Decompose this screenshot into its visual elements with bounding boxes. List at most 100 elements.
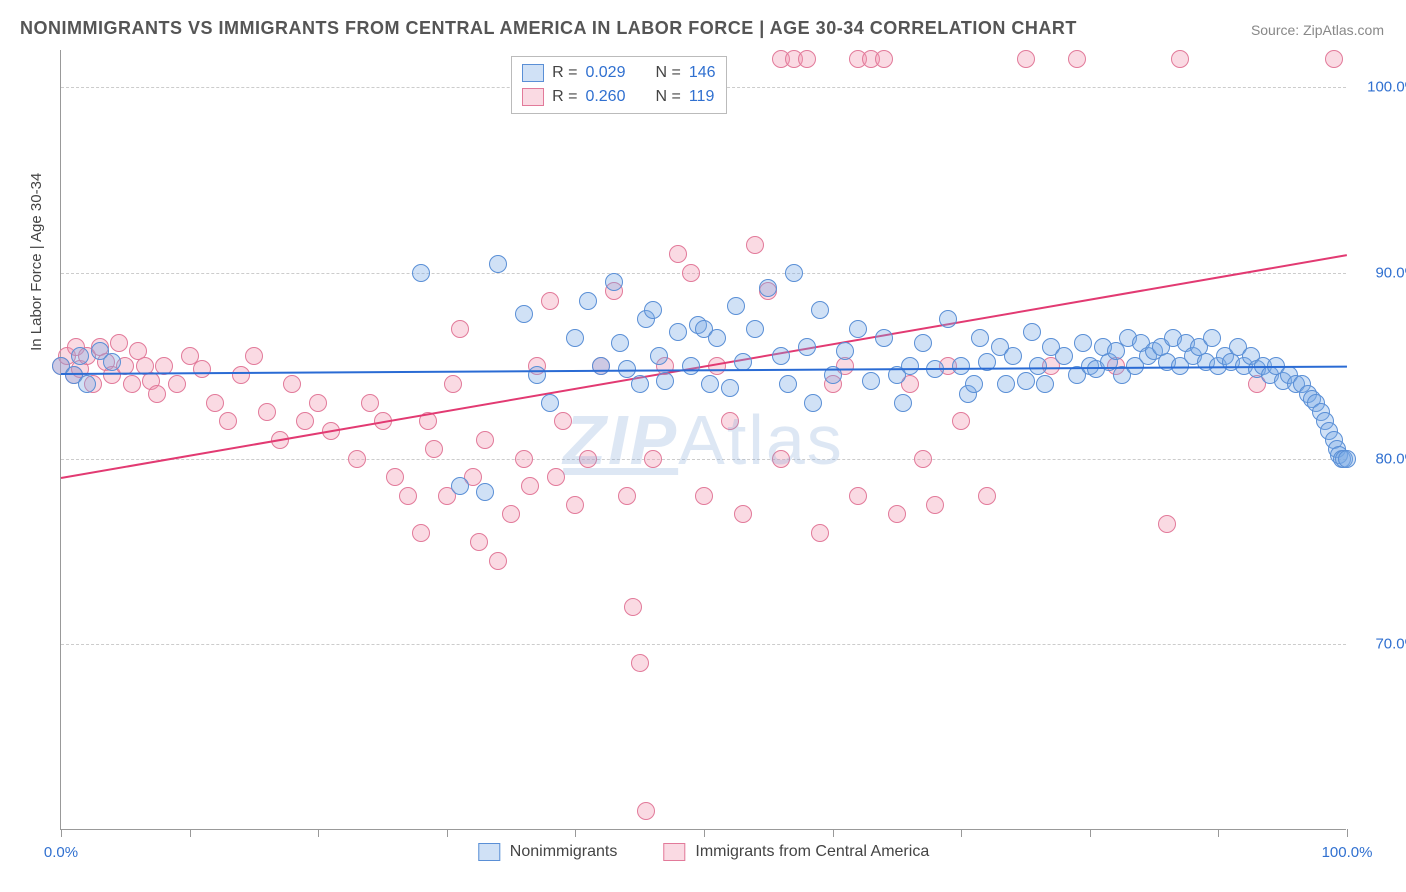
immigrants-point xyxy=(168,375,186,393)
n-label: N = xyxy=(655,88,680,106)
immigrants-point xyxy=(348,450,366,468)
immigrants-point xyxy=(554,412,572,430)
nonimmigrants-point xyxy=(631,375,649,393)
immigrants-point xyxy=(888,505,906,523)
nonimmigrants-point xyxy=(759,279,777,297)
nonimmigrants-point xyxy=(592,357,610,375)
immigrants-point xyxy=(875,50,893,68)
nonimmigrants-point xyxy=(798,338,816,356)
immigrants-point xyxy=(219,412,237,430)
immigrants-point xyxy=(470,533,488,551)
nonimmigrants-point xyxy=(412,264,430,282)
immigrants-point xyxy=(296,412,314,430)
nonimmigrants-point xyxy=(701,375,719,393)
immigrants-point xyxy=(695,487,713,505)
nonimmigrants-point xyxy=(965,375,983,393)
nonimmigrants-point xyxy=(894,394,912,412)
nonimmigrants-point xyxy=(1074,334,1092,352)
immigrants-point xyxy=(148,385,166,403)
nonimmigrants-point xyxy=(71,347,89,365)
nonimmigrants-point xyxy=(952,357,970,375)
immigrants-point xyxy=(1325,50,1343,68)
chart-title: NONIMMIGRANTS VS IMMIGRANTS FROM CENTRAL… xyxy=(20,18,1077,39)
immigrants-point xyxy=(206,394,224,412)
immigrants-point xyxy=(1158,515,1176,533)
gridline xyxy=(61,273,1346,274)
x-tick xyxy=(833,829,834,837)
x-tick xyxy=(318,829,319,837)
nonimmigrants-point xyxy=(605,273,623,291)
legend-stats: R =0.029N =146R =0.260N =119 xyxy=(511,56,726,114)
immigrants-point xyxy=(849,487,867,505)
x-tick-label: 0.0% xyxy=(44,844,78,861)
nonimmigrants-point xyxy=(611,334,629,352)
immigrants-point xyxy=(444,375,462,393)
immigrants-point xyxy=(399,487,417,505)
x-tick xyxy=(1218,829,1219,837)
nonimmigrants-point xyxy=(875,329,893,347)
immigrants-point xyxy=(425,440,443,458)
immigrants-point xyxy=(476,431,494,449)
n-value: 146 xyxy=(689,64,716,82)
nonimmigrants-point xyxy=(1029,357,1047,375)
immigrants-point xyxy=(193,360,211,378)
nonimmigrants-point xyxy=(836,342,854,360)
immigrants-point xyxy=(624,598,642,616)
immigrants-point xyxy=(245,347,263,365)
immigrants-point xyxy=(547,468,565,486)
x-tick xyxy=(1347,829,1348,837)
y-axis-label: In Labor Force | Age 30-34 xyxy=(28,173,45,351)
immigrants-swatch xyxy=(663,843,685,861)
immigrants-point xyxy=(1017,50,1035,68)
x-tick xyxy=(575,829,576,837)
immigrants-point xyxy=(746,236,764,254)
x-tick xyxy=(447,829,448,837)
immigrants-point xyxy=(1068,50,1086,68)
nonimmigrants-point xyxy=(997,375,1015,393)
immigrants-point xyxy=(644,450,662,468)
immigrants-point xyxy=(541,292,559,310)
nonimmigrants-swatch xyxy=(478,843,500,861)
nonimmigrants-point xyxy=(682,357,700,375)
nonimmigrants-point xyxy=(1338,450,1356,468)
nonimmigrants-point xyxy=(103,353,121,371)
gridline xyxy=(61,459,1346,460)
immigrants-point xyxy=(361,394,379,412)
legend-stat-row: R =0.029N =146 xyxy=(522,61,715,85)
immigrants-point xyxy=(386,468,404,486)
source-label: Source: ZipAtlas.com xyxy=(1251,22,1384,38)
plot-area: 70.0%80.0%90.0%100.0%0.0%100.0% ZIPAtlas… xyxy=(60,50,1346,830)
nonimmigrants-point xyxy=(914,334,932,352)
immigrants-point xyxy=(914,450,932,468)
nonimmigrants-point xyxy=(1004,347,1022,365)
r-value: 0.260 xyxy=(585,88,625,106)
nonimmigrants-point xyxy=(528,366,546,384)
nonimmigrants-point xyxy=(727,297,745,315)
immigrants-point xyxy=(978,487,996,505)
nonimmigrants-point xyxy=(656,372,674,390)
y-tick-label: 80.0% xyxy=(1375,450,1406,467)
immigrants-point xyxy=(232,366,250,384)
nonimmigrants-point xyxy=(939,310,957,328)
immigrants-label: Immigrants from Central America xyxy=(695,843,929,861)
x-tick xyxy=(190,829,191,837)
immigrants-point xyxy=(682,264,700,282)
immigrants-point xyxy=(451,320,469,338)
nonimmigrants-point xyxy=(779,375,797,393)
immigrants-point xyxy=(618,487,636,505)
immigrants-point xyxy=(637,802,655,820)
nonimmigrants-point xyxy=(721,379,739,397)
immigrants-point xyxy=(926,496,944,514)
immigrants-point xyxy=(258,403,276,421)
x-tick-label: 100.0% xyxy=(1322,844,1373,861)
immigrants-swatch xyxy=(522,88,544,106)
immigrants-point xyxy=(309,394,327,412)
n-label: N = xyxy=(655,64,680,82)
nonimmigrants-point xyxy=(78,375,96,393)
nonimmigrants-label: Nonimmigrants xyxy=(510,843,618,861)
immigrants-point xyxy=(579,450,597,468)
immigrants-point xyxy=(123,375,141,393)
immigrants-point xyxy=(412,524,430,542)
nonimmigrants-point xyxy=(1017,372,1035,390)
nonimmigrants-swatch xyxy=(522,64,544,82)
